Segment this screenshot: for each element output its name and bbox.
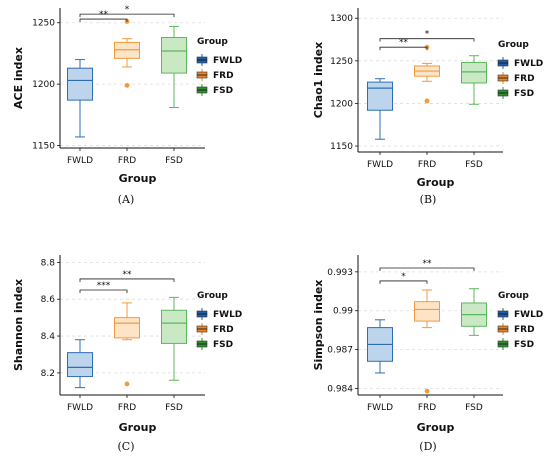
x-tick-label-frd: FRD <box>118 403 136 413</box>
legend-label-fwld: FWLD <box>213 310 242 320</box>
significance-label: * <box>125 5 130 15</box>
y-tick-label: 0.99 <box>333 307 353 317</box>
y-tick-label: 8.4 <box>41 332 56 342</box>
significance-label: * <box>425 30 430 40</box>
significance-bracket <box>79 13 175 18</box>
y-axis-title: Simpson index <box>312 280 325 371</box>
y-axis-title: Chao1 index <box>312 42 325 118</box>
legend-label-frd: FRD <box>213 325 234 335</box>
legend-label-frd: FRD <box>514 74 535 84</box>
y-tick-label: 1300 <box>330 14 353 24</box>
significance-label: ** <box>399 38 409 48</box>
panel-chao1: 1150 1200 1250 1300 FWLD FRD FSD Group Chao1 ind… <box>312 8 543 206</box>
legend-title: Group <box>498 40 529 50</box>
y-tick-label: 8.8 <box>41 258 56 268</box>
y-tick-label: 8.6 <box>41 295 56 305</box>
significance-label: ** <box>423 259 433 269</box>
legend-label-fwld: FWLD <box>213 56 242 66</box>
panel-shannon: 8.2 8.4 8.6 8.8 FWLD FRD FSD Group Shannon index… <box>12 255 242 453</box>
box-fwld <box>67 67 93 101</box>
legend-label-fsd: FSD <box>213 86 233 96</box>
x-tick-label-fwld: FWLD <box>367 160 393 170</box>
x-axis-title: Group <box>119 421 157 434</box>
legend-label-fwld: FWLD <box>514 59 543 69</box>
box-fsd <box>161 309 187 344</box>
box-fwld <box>367 81 393 111</box>
x-tick-label-frd: FRD <box>118 156 136 166</box>
outlier-point <box>424 98 430 104</box>
box-fwld <box>67 352 93 378</box>
panel-simpson: 0.984 0.987 0.99 0.993 FWLD FRD FSD Group Simpso… <box>312 255 543 453</box>
significance-bracket <box>379 280 428 284</box>
y-tick-label: 8.2 <box>41 369 55 379</box>
significance-bracket <box>379 267 475 271</box>
significance-label: * <box>401 272 406 282</box>
panel-caption: (B) <box>420 193 437 206</box>
box-fsd <box>161 36 187 74</box>
significance-bracket <box>79 289 128 293</box>
panel-caption: (D) <box>419 440 436 453</box>
box-frd <box>114 317 140 339</box>
legend-label-fwld: FWLD <box>514 310 543 320</box>
outlier-point <box>124 82 130 88</box>
panel-caption: (C) <box>118 440 135 453</box>
box-fsd <box>461 62 487 84</box>
panel-caption: (A) <box>118 193 135 206</box>
legend-title: Group <box>197 37 228 47</box>
legend-title: Group <box>498 291 529 301</box>
x-axis-title: Group <box>417 421 455 434</box>
x-tick-label-fwld: FWLD <box>367 403 393 413</box>
y-tick-label: 1250 <box>32 19 55 29</box>
x-tick-label-fsd: FSD <box>465 403 483 413</box>
significance-bracket <box>79 18 128 23</box>
significance-label: ** <box>99 10 109 20</box>
significance-bracket <box>379 38 475 42</box>
y-tick-label: 1250 <box>330 57 353 67</box>
x-tick-label-frd: FRD <box>418 160 436 170</box>
legend-label-fsd: FSD <box>514 89 534 99</box>
y-tick-label: 0.987 <box>327 346 353 356</box>
legend-title: Group <box>197 291 228 301</box>
outlier-point <box>424 388 430 394</box>
x-tick-label-fsd: FSD <box>165 403 183 413</box>
significance-bracket <box>379 46 428 51</box>
y-tick-label: 1150 <box>32 142 55 152</box>
x-tick-label-fsd: FSD <box>465 160 483 170</box>
y-tick-label: 1200 <box>32 80 55 90</box>
legend-label-fsd: FSD <box>514 340 534 350</box>
y-axis-title: Shannon index <box>12 279 25 371</box>
y-tick-label: 0.984 <box>327 385 353 395</box>
box-frd <box>114 41 140 59</box>
legend-label-frd: FRD <box>514 325 535 335</box>
box-frd <box>414 301 440 322</box>
x-tick-label-frd: FRD <box>418 403 436 413</box>
significance-bracket <box>79 278 175 282</box>
x-tick-label-fsd: FSD <box>165 156 183 166</box>
legend-label-fsd: FSD <box>213 340 233 350</box>
y-axis-title: ACE index <box>12 47 25 109</box>
outlier-point <box>124 381 130 387</box>
x-tick-label-fwld: FWLD <box>67 403 93 413</box>
y-tick-label: 1200 <box>330 99 353 109</box>
y-tick-label: 1150 <box>330 142 353 152</box>
x-tick-label-fwld: FWLD <box>67 156 93 166</box>
significance-label: *** <box>97 281 111 291</box>
y-tick-label: 0.993 <box>327 268 353 278</box>
significance-label: ** <box>123 270 133 280</box>
x-axis-title: Group <box>417 176 455 189</box>
legend-label-frd: FRD <box>213 71 234 81</box>
x-axis-title: Group <box>119 172 157 185</box>
